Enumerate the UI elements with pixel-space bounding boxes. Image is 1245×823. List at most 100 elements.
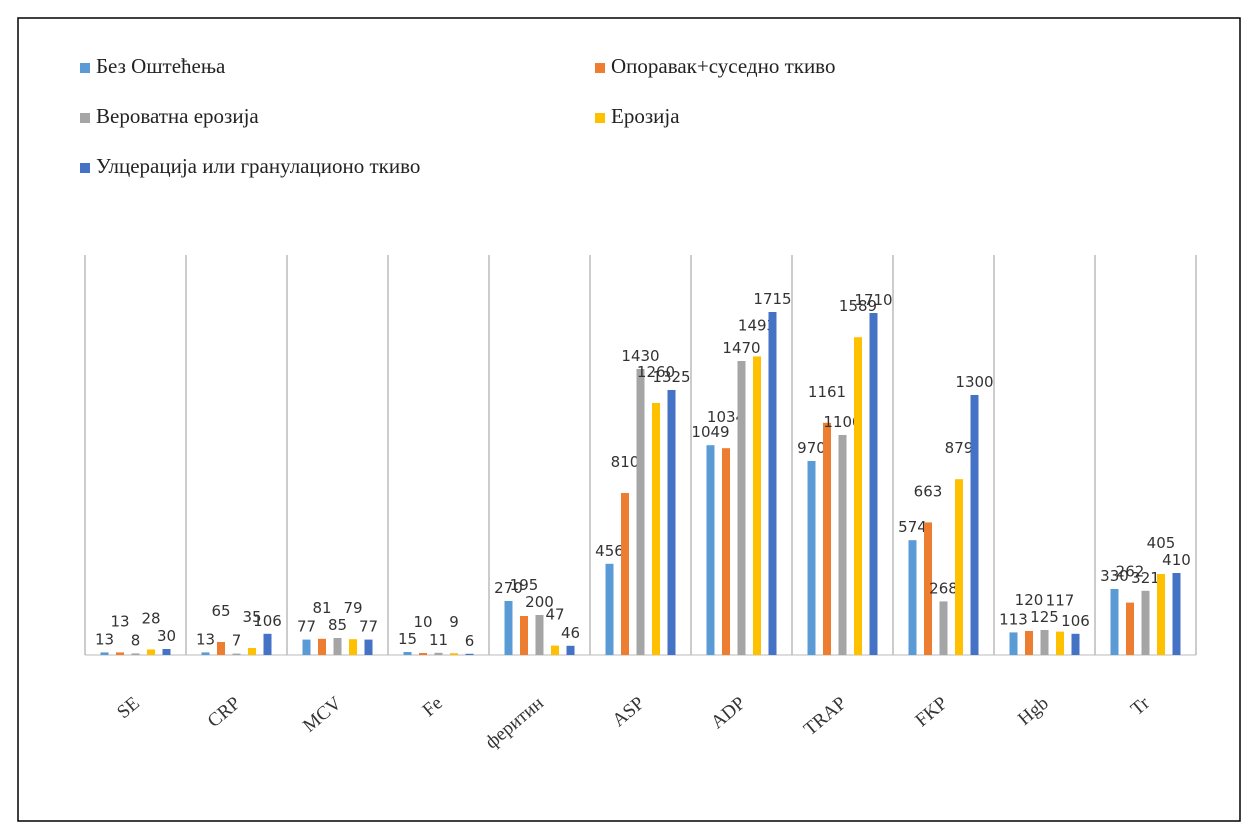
bar [652,403,660,655]
bar [217,642,225,655]
data-label: 1589 [839,297,877,315]
data-label: 15 [398,630,417,648]
bar [621,493,629,655]
bar [924,522,932,655]
data-label: 79 [343,599,362,617]
bar [364,639,373,655]
bar [667,390,676,655]
data-label: 195 [510,576,539,594]
data-label: 13 [95,630,114,648]
data-label: 405 [1147,534,1176,552]
data-label: 1710 [854,291,892,309]
data-label: 970 [797,439,826,457]
bar [520,616,528,655]
data-label: 11 [429,631,448,649]
bar [318,638,326,655]
bar [807,461,816,655]
bar [551,645,559,655]
bar [768,312,777,655]
bar [1025,631,1033,655]
data-label: 13 [110,612,129,630]
bar [232,653,241,655]
bar [403,652,412,655]
bar [465,653,474,655]
bar [1141,590,1150,655]
bar [566,645,575,655]
data-label: 574 [898,518,927,536]
data-label: 113 [999,610,1028,628]
data-label: 120 [1015,591,1044,609]
data-label: 47 [545,606,564,624]
data-label: 30 [157,627,176,645]
bar [869,313,878,655]
bar [162,649,171,655]
data-label: 1049 [691,423,729,441]
data-label: 663 [914,482,943,500]
bar [636,369,645,655]
data-label: 321 [1131,569,1160,587]
data-label: 85 [328,616,347,634]
bar [605,563,614,655]
bar [722,448,730,655]
data-label: 1161 [808,383,846,401]
bar [131,653,140,655]
bar [302,639,311,655]
legend-label: Ерозија [611,104,680,128]
legend-swatch [80,113,90,123]
bar [823,422,831,655]
data-label: 106 [253,612,282,630]
bar [450,653,458,655]
data-label: 125 [1030,608,1059,626]
data-label: 1260 [637,363,675,381]
legend-swatch [80,163,90,173]
bar [955,479,963,655]
bar [939,601,948,655]
data-label: 117 [1046,592,1075,610]
bar [1157,574,1165,655]
bar [1172,573,1181,655]
bar [706,445,715,655]
data-label: 879 [945,439,974,457]
data-label: 81 [312,599,331,617]
data-label: 1430 [621,347,659,365]
bar [908,540,917,655]
bar [535,615,544,655]
bar [434,652,443,655]
data-label: 9 [449,613,459,631]
bar [349,639,357,655]
data-label: 330 [1100,567,1129,585]
bar [147,649,155,655]
data-label: 6 [465,632,475,650]
bar [1071,633,1080,655]
data-label: 200 [525,593,554,611]
bar [333,638,342,655]
bar [1126,602,1134,655]
data-label: 270 [494,579,523,597]
legend-swatch [595,113,605,123]
data-label: 106 [1061,612,1090,630]
bar [116,652,124,655]
bar [1040,630,1049,655]
data-label: 1034 [707,408,745,426]
legend-label: Улцерација или гранулационо ткиво [96,154,420,178]
data-label: 456 [595,542,624,560]
data-label: 13 [196,630,215,648]
bar [504,601,513,655]
bar [838,435,847,655]
bar [248,648,256,655]
data-label: 262 [1116,563,1145,581]
bar [419,653,427,655]
bar [100,652,109,655]
data-label: 35 [242,608,261,626]
bar [854,337,862,655]
bar [201,652,210,655]
bar [753,356,761,655]
data-label: 1493 [738,316,776,334]
data-label: 28 [141,609,160,627]
data-label: 1100 [823,413,861,431]
legend-label: Опоравак+суседно ткиво [611,54,835,78]
legend-label: Без Оштећења [96,54,226,78]
data-label: 46 [561,624,580,642]
bar [737,361,746,655]
